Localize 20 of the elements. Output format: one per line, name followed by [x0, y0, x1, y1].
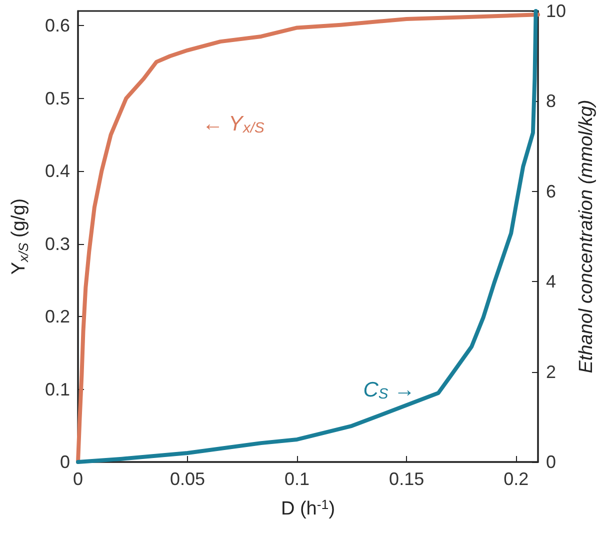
y-tick-label: 0.3 — [44, 234, 70, 254]
y2-tick-label: 10 — [546, 1, 566, 21]
y-tick-label: 0.4 — [44, 161, 70, 182]
x-tick-label: 0 — [72, 469, 84, 489]
x-tick-label: 0.1 — [284, 469, 310, 489]
y2-tick-label: 2 — [546, 362, 556, 382]
x-tick-label: 0.05 — [170, 469, 206, 489]
y2-tick-label: 8 — [546, 91, 556, 112]
y-tick-label: 0.6 — [44, 16, 70, 36]
y2-axis-title: Ethanol concentration (mmol/kg) — [576, 100, 597, 374]
y-tick-label: 0.1 — [44, 379, 70, 400]
x-tick-label: 0.2 — [504, 469, 529, 489]
y2-tick-label: 4 — [546, 272, 556, 292]
x-tick-label: 0.15 — [389, 469, 424, 489]
y-tick-label: 0 — [60, 452, 70, 472]
y2-tick-label: 0 — [546, 452, 556, 472]
y2-tick-label: 6 — [546, 181, 556, 202]
y-tick-label: 0.2 — [44, 306, 70, 327]
y-axis-title: Yx/S (g/g) — [8, 198, 31, 275]
y-tick-label: 0.5 — [44, 88, 70, 108]
